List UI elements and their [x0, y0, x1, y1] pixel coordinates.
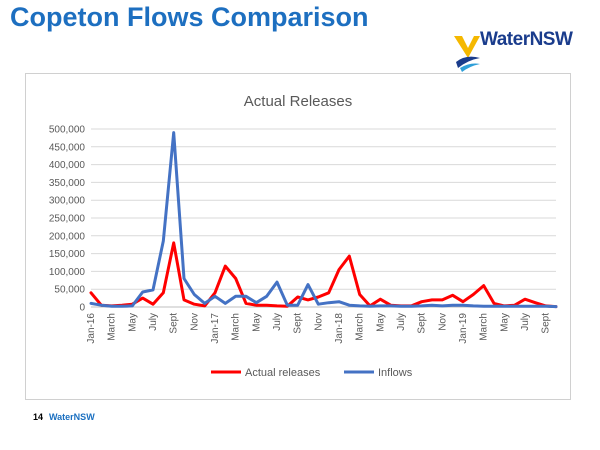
chart-frame: Actual Releases 0 50,000 100,000 150,000 200…: [25, 73, 571, 400]
x-tick-label: July: [396, 313, 407, 331]
series-line-actual-releases: [89, 241, 558, 309]
x-tick-label: March: [479, 313, 490, 341]
x-tick-label: Sept: [169, 313, 180, 334]
x-axis-tick-labels: Jan-16 March May July Sept Nov Jan-17 March May J…: [86, 313, 552, 344]
legend-label: Actual releases: [245, 367, 321, 379]
y-tick-label: 0: [79, 303, 85, 314]
x-tick-label: May: [251, 313, 262, 332]
footer-brand: WaterNSW: [49, 412, 95, 422]
x-tick-label: March: [355, 313, 366, 341]
y-tick-label: 150,000: [49, 249, 86, 260]
x-tick-label: July: [148, 313, 159, 331]
footer: 14 WaterNSW: [33, 412, 95, 422]
slide-title: Copeton Flows Comparison: [10, 2, 369, 32]
waternsw-logo: WaterNSW: [452, 28, 592, 74]
x-tick-label: May: [499, 313, 510, 332]
y-tick-label: 350,000: [49, 178, 86, 189]
x-tick-label: Jan-16: [86, 313, 97, 344]
y-tick-label: 250,000: [49, 214, 86, 225]
y-tick-label: 300,000: [49, 196, 86, 207]
waternsw-logo-mark-icon: [454, 36, 480, 72]
x-tick-label: Jan-18: [334, 313, 345, 344]
logo-text: WaterNSW: [480, 29, 573, 50]
page-number: 14: [33, 412, 44, 422]
legend-label: Inflows: [378, 367, 413, 379]
x-tick-label: Nov: [189, 313, 200, 331]
x-tick-label: March: [107, 313, 118, 341]
y-axis-tick-labels: 0 50,000 100,000 150,000 200,000 250,000 300,0…: [49, 125, 86, 314]
series-lines: [89, 131, 558, 309]
x-tick-label: May: [127, 313, 138, 332]
y-tick-label: 100,000: [49, 267, 86, 278]
x-tick-label: Nov: [437, 313, 448, 331]
y-tick-label: 450,000: [49, 142, 86, 153]
y-tick-label: 50,000: [54, 285, 85, 296]
gridlines: [91, 128, 556, 308]
y-tick-label: 400,000: [49, 160, 86, 171]
x-tick-label: Jan-19: [458, 313, 469, 344]
x-tick-label: May: [375, 313, 386, 332]
x-tick-label: Sept: [541, 313, 552, 334]
x-tick-label: Nov: [313, 313, 324, 331]
series-line-inflows: [89, 131, 558, 309]
line-chart: Actual Releases 0 50,000 100,000 150,000 200…: [49, 93, 558, 379]
x-tick-label: Jan-17: [210, 313, 221, 344]
x-tick-label: July: [272, 313, 283, 331]
x-tick-label: Sept: [293, 313, 304, 334]
y-tick-label: 200,000: [49, 231, 86, 242]
x-tick-label: Sept: [417, 313, 428, 334]
x-tick-label: July: [520, 313, 531, 331]
x-tick-label: March: [231, 313, 242, 341]
y-tick-label: 500,000: [49, 125, 86, 136]
chart-title: Actual Releases: [244, 93, 352, 110]
legend: Actual releases Inflows: [211, 367, 413, 379]
